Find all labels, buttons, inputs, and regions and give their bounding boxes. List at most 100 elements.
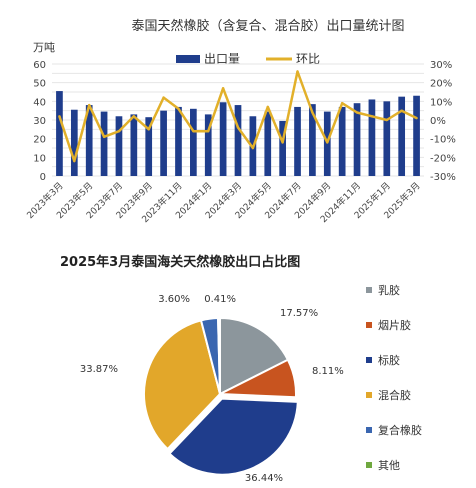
bar-2023-08 [130,114,138,176]
export-share-pie-chart: 2025年3月泰国海关天然橡胶出口占比图 17.57% 8.11% 36.44% 33… [60,254,422,484]
right-tick-label: -30% [430,172,456,183]
bar-2023-11 [175,106,182,176]
bar-2023-05 [85,105,93,176]
chart-title: 泰国天然橡胶（含复合、混合胶）出口量统计图 [131,18,404,34]
bar-2025-03 [413,95,420,176]
right-tick-label: -20% [430,153,456,164]
bar-2024-12 [368,99,376,176]
pie-legend-swatch-4 [366,427,372,433]
pie-slice-3 [143,319,222,451]
legend-label-mom: 环比 [296,52,320,66]
right-axis-ticks: -30% -20% -10% 0% 10% 20% 30% [430,60,456,183]
mom-point-2023-03 [58,115,61,118]
bar-2024-01 [204,114,212,176]
mom-point-2024-03 [236,126,240,129]
pie-data-labels: 17.57% 8.11% 36.44% 33.87% 3.60% 0.41% [80,294,344,484]
mom-point-2024-04 [251,146,255,150]
left-tick-label: 60 [33,60,46,71]
legend-swatch-export-volume [176,55,200,63]
bar-2023-09 [145,117,153,176]
left-tick-label: 40 [33,97,46,108]
mom-point-2023-07 [117,130,121,133]
pie-label-0: 17.57% [280,308,318,319]
pie-slice-0 [219,316,290,396]
bar-2023-04 [70,109,78,176]
bar-2023-10 [160,110,167,176]
pie-label-3: 33.87% [80,364,118,375]
pie-legend-label-2: 标胶 [378,353,400,367]
pie-legend-label-3: 混合胶 [378,388,411,402]
mom-point-2023-09 [147,128,150,131]
pie-slice-1 [216,358,297,399]
mom-line [58,70,418,163]
bar-2024-03 [234,105,242,176]
mom-point-2024-10 [340,102,344,105]
left-axis-unit: 万吨 [33,41,55,54]
bar-2025-01 [383,101,391,176]
bar-2024-09 [323,111,331,176]
mom-point-2024-12 [370,115,374,118]
mom-point-2024-06 [281,141,284,144]
bar-2023-06 [100,111,108,176]
mom-point-2023-05 [88,103,91,107]
mom-point-2024-07 [296,70,299,73]
bar-2024-06 [279,120,286,176]
pie-title: 2025年3月泰国海关天然橡胶出口占比图 [60,254,300,270]
pie-label-2: 36.44% [245,473,283,484]
pie-legend-swatch-5 [366,462,372,468]
mom-point-2024-01 [207,130,210,133]
bar-2023-12 [190,108,197,176]
left-tick-label: 30 [33,116,46,127]
right-tick-label: 0% [430,116,446,127]
mom-point-2025-03 [415,116,418,120]
pie-legend-label-4: 复合橡胶 [378,423,422,437]
bar-2024-08 [309,104,316,176]
mom-point-2024-05 [266,105,269,109]
pie-legend-label-0: 乳胶 [378,283,400,297]
left-axis-ticks: 0 10 20 30 40 50 60 [33,60,46,183]
right-tick-label: 10% [430,97,452,108]
right-tick-label: 20% [430,79,452,90]
mom-point-2023-04 [73,159,76,163]
export-volume-bars [56,91,420,176]
pie-slice-5 [217,316,221,395]
mom-point-2024-02 [221,87,225,90]
bar-2024-05 [264,111,272,176]
left-tick-label: 20 [33,135,46,146]
export-volume-chart: 泰国天然橡胶（含复合、混合胶）出口量统计图 万吨 出口量 环比 0 10 20 30 4… [24,18,456,226]
mom-point-2025-02 [400,109,403,112]
mom-point-2025-01 [385,118,388,122]
right-tick-label: -10% [430,135,456,146]
pie-slices [143,316,299,476]
bar-2024-10 [338,106,346,176]
left-tick-label: 50 [33,79,46,90]
bar-2024-07 [294,106,301,176]
mom-point-2023-08 [132,115,136,118]
legend-label-export-volume: 出口量 [204,52,240,66]
pie-legend-swatch-2 [366,357,372,363]
pie-legend-label-1: 烟片胶 [378,318,411,332]
pie-legend-label-5: 其他 [378,459,400,472]
bar-2025-02 [398,96,406,176]
right-tick-label: 30% [430,60,452,71]
left-tick-label: 10 [33,153,46,164]
mom-point-2024-09 [326,141,329,144]
bar-2024-02 [219,102,227,176]
bar-2024-11 [353,103,361,176]
pie-label-4: 3.60% [158,294,190,305]
bar-2023-07 [115,116,123,176]
bar-2023-03 [56,91,63,176]
pie-label-1: 8.11% [312,366,344,377]
mom-point-2023-11 [177,107,180,111]
mom-point-2023-10 [162,96,165,99]
pie-slice-2 [168,397,299,476]
pie-legend-swatch-1 [366,322,372,328]
x-axis-ticks: 2023年3月2023年5月2023年7月2023年9月2023年11月2024… [24,180,423,226]
legend: 出口量 环比 [176,52,320,66]
pie-legend-swatch-0 [366,287,372,293]
pie-legend-swatch-3 [366,392,372,398]
mom-point-2023-12 [192,130,195,133]
pie-label-5: 0.41% [204,294,236,305]
mom-point-2024-08 [311,111,314,114]
